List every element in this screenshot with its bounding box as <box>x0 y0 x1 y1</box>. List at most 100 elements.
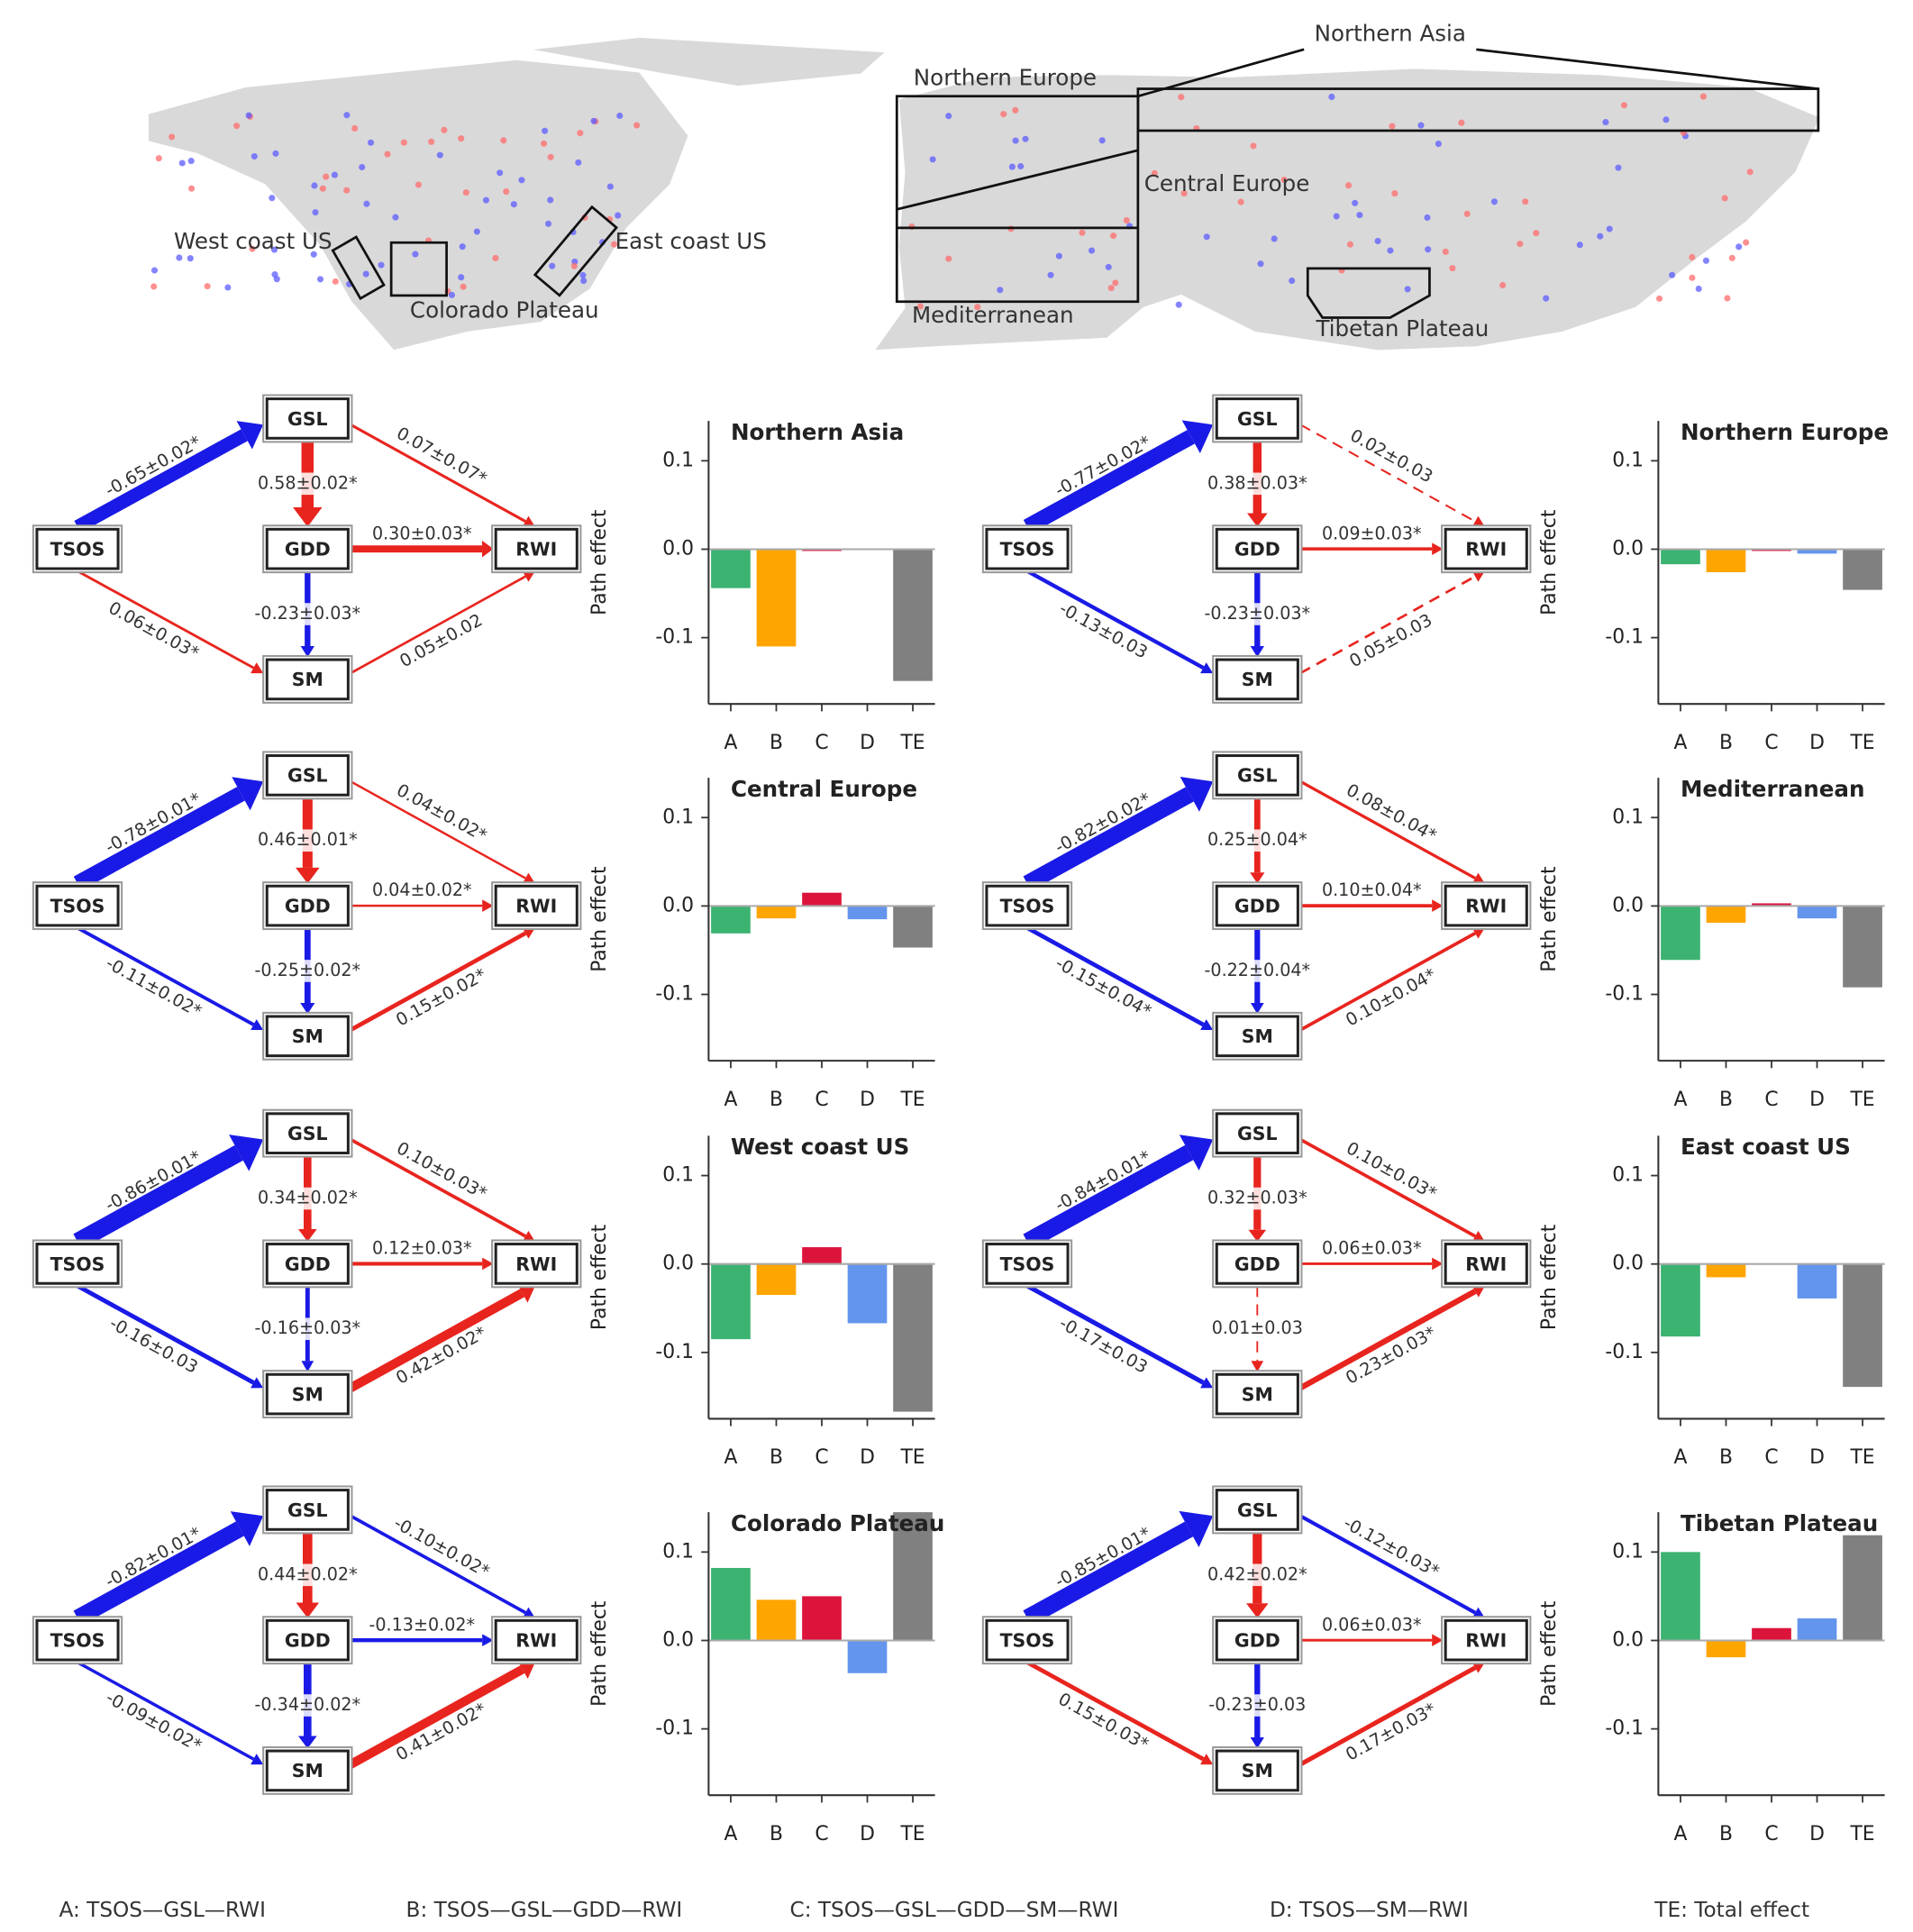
edge-label: 0.06±0.03* <box>1322 1614 1422 1635</box>
site-dot <box>503 188 510 196</box>
x-tick-label: B <box>770 732 783 754</box>
edge-label-bg <box>255 1694 360 1717</box>
y-tick-label: 0.1 <box>662 1540 694 1563</box>
y-tick-label: 0.1 <box>1612 806 1644 828</box>
site-dot <box>575 159 582 166</box>
node-box <box>1215 754 1299 797</box>
bar <box>1843 1263 1882 1388</box>
edge-arrowhead <box>1250 872 1265 884</box>
node-box <box>35 1618 120 1662</box>
site-dot <box>500 137 507 144</box>
edge-label-bg <box>1205 829 1309 852</box>
chart-title: West coast US <box>731 1134 909 1160</box>
site-dot <box>590 117 597 124</box>
bar <box>1752 1627 1791 1641</box>
node-label: GDD <box>285 1253 331 1275</box>
site-dot <box>1280 176 1288 184</box>
site-dot <box>577 130 584 137</box>
bar-chart: A B C D TE 0.1 0.0 -0.1 Path effect West coast US <box>588 1134 935 1469</box>
y-axis-label: Path effect <box>1538 509 1561 615</box>
node-label: RWI <box>515 539 557 560</box>
node-label: RWI <box>1465 539 1507 560</box>
node-box <box>265 1372 350 1416</box>
site-dot <box>1374 237 1381 245</box>
region-box <box>1306 267 1431 319</box>
node-label: RWI <box>515 1253 557 1275</box>
chart-title: Northern Europe <box>1681 419 1889 445</box>
edge-arrowhead <box>1471 1285 1485 1298</box>
site-dot <box>1746 169 1754 176</box>
site-dot <box>1151 169 1158 177</box>
edge-arrowhead <box>232 777 264 811</box>
x-tick-label: TE <box>1849 732 1874 754</box>
edge-label: 0.04±0.02* <box>372 879 472 900</box>
edge-arrowhead <box>482 1257 494 1271</box>
x-tick-label: C <box>1764 1823 1778 1845</box>
edge-label: -0.23±0.03 <box>1208 1694 1306 1715</box>
node-label: GDD <box>1234 1253 1280 1275</box>
bar <box>756 1599 797 1641</box>
edge-label: 0.30±0.03* <box>372 523 472 543</box>
edge-arrowhead <box>1181 420 1214 454</box>
node-box <box>985 1243 1070 1285</box>
y-tick-label: 0.0 <box>1612 894 1644 916</box>
bar <box>802 1247 842 1264</box>
node-label: SM <box>292 1025 323 1047</box>
site-dot <box>1490 198 1499 205</box>
node-label: TSOS <box>50 1630 105 1652</box>
y-tick-label: 0.0 <box>1612 537 1644 560</box>
edge-line <box>1023 787 1194 891</box>
edge-arrowhead <box>1248 1229 1267 1242</box>
node-box <box>494 527 578 570</box>
edge-arrowhead <box>1250 646 1264 658</box>
x-tick-label: B <box>770 1823 783 1845</box>
bar-chart: A B C D TE 0.1 0.0 -0.1 Path effect Northern Euro… <box>1538 419 1889 754</box>
y-tick-label: 0.0 <box>1612 1628 1644 1651</box>
bar <box>1797 1263 1837 1299</box>
edge-label: 0.38±0.03* <box>1207 472 1307 493</box>
site-dot <box>224 284 232 291</box>
region-label: Mediterranean <box>912 302 1074 328</box>
edge-label-bg <box>1205 472 1309 496</box>
site-dot <box>343 112 351 119</box>
edge-arrowhead <box>251 1754 264 1765</box>
edge-arrowhead <box>251 1377 264 1389</box>
x-tick-label: D <box>860 732 875 754</box>
x-tick-label: A <box>1673 1446 1687 1469</box>
edge-label: 0.42±0.02* <box>1207 1563 1307 1584</box>
path-diagram: -0.82±0.01* 0.44±0.02*-0.13±0.02*-0.34±0.… <box>32 1485 582 1795</box>
site-dot <box>1356 212 1363 219</box>
edge-label-bg <box>1205 1187 1309 1210</box>
site-dot <box>270 246 278 253</box>
edge-line <box>1025 569 1205 670</box>
bar <box>711 1263 751 1340</box>
site-dot <box>1449 265 1456 272</box>
edge-arrowhead <box>1200 1377 1214 1389</box>
site-dot <box>1602 119 1609 126</box>
edge-line <box>350 1137 527 1238</box>
bar-chart: A B C D TE 0.1 0.0 -0.1 Path effect Central Europ… <box>588 776 935 1111</box>
bar <box>893 1263 933 1412</box>
edge-line <box>1299 1514 1477 1615</box>
path-diagram: -0.86±0.01* 0.34±0.02*0.12±0.03*-0.16±0.0… <box>32 1108 582 1419</box>
node-label: TSOS <box>1000 1253 1055 1275</box>
site-dot <box>1112 279 1119 287</box>
site-dot <box>384 150 391 158</box>
site-dot <box>1458 119 1465 126</box>
x-tick-label: D <box>1809 1823 1825 1845</box>
edge-arrowhead <box>482 540 494 558</box>
bar <box>1706 549 1746 572</box>
node-label: TSOS <box>50 1253 105 1275</box>
site-dot <box>1620 102 1627 109</box>
region-divider <box>1137 48 1305 98</box>
site-dot <box>633 122 641 129</box>
site-dot <box>1404 286 1411 293</box>
node-label: RWI <box>1465 1253 1507 1275</box>
edge-line <box>1299 1137 1477 1238</box>
site-dot <box>1237 198 1244 205</box>
x-tick-label: TE <box>899 1446 925 1469</box>
site-dot <box>1271 235 1278 242</box>
edge-line <box>349 931 527 1033</box>
edge-arrowhead <box>522 515 535 527</box>
site-dot <box>310 251 317 258</box>
